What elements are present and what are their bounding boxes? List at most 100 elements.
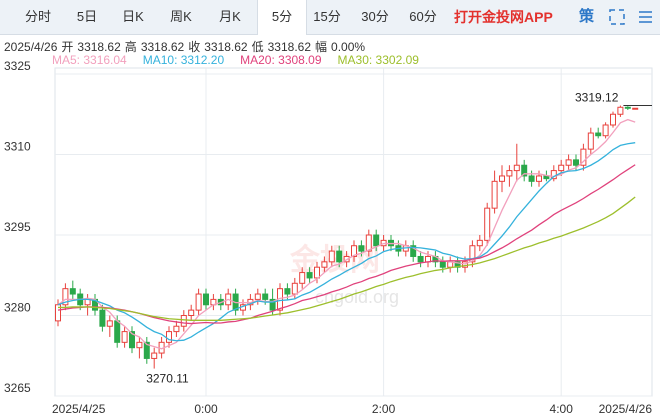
- candle-body: [262, 293, 269, 300]
- x-tick-label: 4:00: [550, 402, 574, 415]
- candle-body: [106, 320, 113, 327]
- candle-body: [573, 159, 579, 166]
- candle-body: [580, 148, 587, 166]
- legend: MA5: 3316.04 MA10: 3312.20 MA20: 3308.09 MA…: [52, 53, 435, 67]
- info-value: 3318.62: [204, 40, 248, 54]
- strategy-button[interactable]: 策: [579, 8, 595, 25]
- info-date: 2025/4/26: [4, 40, 58, 54]
- candle-body: [195, 293, 202, 311]
- y-tick-label: 3325: [4, 59, 31, 73]
- x-tick-label: 2025/4/26: [599, 402, 653, 415]
- candle-body: [69, 288, 76, 295]
- y-tick-label: 3295: [4, 220, 31, 234]
- ma-line: [57, 118, 636, 350]
- y-tick-label: 3265: [4, 381, 31, 395]
- tab[interactable]: 分时: [24, 9, 51, 24]
- max-label: 3319.12: [575, 91, 619, 105]
- info-label: 幅: [315, 40, 328, 54]
- candle-body: [99, 309, 106, 327]
- tab[interactable]: 日K: [122, 9, 144, 24]
- candle-body: [602, 124, 609, 137]
- candle-body: [617, 106, 624, 115]
- candle-body: [62, 288, 69, 306]
- candle-body: [521, 164, 528, 177]
- candle-body: [188, 309, 195, 316]
- x-tick-label: 2025/4/25: [52, 402, 106, 415]
- candle-body: [536, 175, 542, 182]
- candle-body: [439, 261, 446, 268]
- candle-body: [565, 159, 572, 166]
- y-tick-label: 3310: [4, 140, 31, 154]
- info-value: 0.00%: [331, 40, 366, 54]
- info-label: 开: [61, 40, 74, 54]
- candle-body: [203, 293, 209, 306]
- ma-line: [57, 142, 636, 342]
- candle-body: [632, 107, 639, 110]
- candle-body: [373, 234, 380, 247]
- legend-entry: MA10: 3312.20: [142, 53, 225, 67]
- tab[interactable]: 60分: [409, 9, 437, 24]
- candle-body: [358, 245, 365, 252]
- watermark: cngold.org: [315, 287, 399, 307]
- candle-body: [121, 331, 128, 343]
- info-value: 3318.62: [77, 40, 121, 54]
- promo-link[interactable]: 打开金投网APP: [454, 9, 553, 25]
- legend-entry: MA20: 3308.09: [240, 53, 322, 67]
- candle-body: [410, 245, 417, 257]
- candle-body: [365, 234, 372, 252]
- candle-body: [328, 250, 335, 263]
- tab[interactable]: 5分: [257, 0, 307, 35]
- candle-body: [143, 341, 150, 359]
- ma-line: [57, 164, 636, 325]
- tab-bar: 打开金投网APP 策 分时 5日 日K 周K 月K 5分 15分 30分 60分: [0, 0, 660, 35]
- candle-body: [506, 170, 513, 177]
- candle-body: [173, 325, 180, 333]
- candle-body: [469, 245, 476, 263]
- candle-body: [269, 298, 276, 311]
- legend-entry: MA30: 3302.09: [337, 53, 419, 67]
- min-label: 3270.11: [146, 372, 189, 386]
- candle-body: [291, 282, 298, 295]
- info-value: 3318.62: [267, 40, 312, 54]
- info-label: 收: [188, 40, 201, 54]
- ma-line: [58, 196, 636, 321]
- candle-body: [558, 164, 565, 172]
- candle-body: [336, 250, 343, 263]
- candle-body: [314, 266, 320, 279]
- candle-body: [513, 164, 520, 172]
- candle-body: [528, 175, 535, 182]
- candle-body: [595, 132, 602, 137]
- candle-body: [491, 180, 498, 209]
- candle-body: [476, 239, 483, 247]
- tab[interactable]: 月K: [219, 9, 241, 24]
- candle-body: [129, 331, 135, 349]
- candle-body: [254, 293, 261, 300]
- candle-body: [499, 175, 505, 182]
- candle-body: [136, 341, 143, 349]
- info-value: 3318.62: [140, 40, 185, 54]
- candle-body: [306, 272, 313, 279]
- candle-body: [114, 320, 121, 343]
- x-tick-label: 2:00: [372, 402, 396, 415]
- candle-body: [351, 245, 357, 257]
- candle-body: [624, 106, 631, 109]
- candle-body: [180, 315, 187, 327]
- candle-body: [299, 272, 306, 284]
- candle-body: [484, 207, 491, 241]
- candle-body: [417, 255, 424, 263]
- x-tick-label: 0:00: [194, 402, 218, 415]
- tab[interactable]: 5日: [76, 9, 98, 24]
- candle-body: [543, 175, 550, 180]
- candle-body: [587, 132, 594, 150]
- tab[interactable]: 30分: [361, 9, 389, 24]
- y-tick-label: 3280: [4, 301, 31, 315]
- candle-body: [284, 288, 291, 295]
- tab[interactable]: 15分: [313, 9, 341, 24]
- info-line: 2025/4/26 开 3318.62 高 3318.62 收 3318.62 低 3318.6…: [4, 38, 369, 55]
- candle-body: [151, 352, 158, 359]
- legend-entry: MA5: 3316.04: [52, 53, 127, 67]
- candle-body: [321, 261, 328, 268]
- tab[interactable]: 周K: [170, 9, 192, 24]
